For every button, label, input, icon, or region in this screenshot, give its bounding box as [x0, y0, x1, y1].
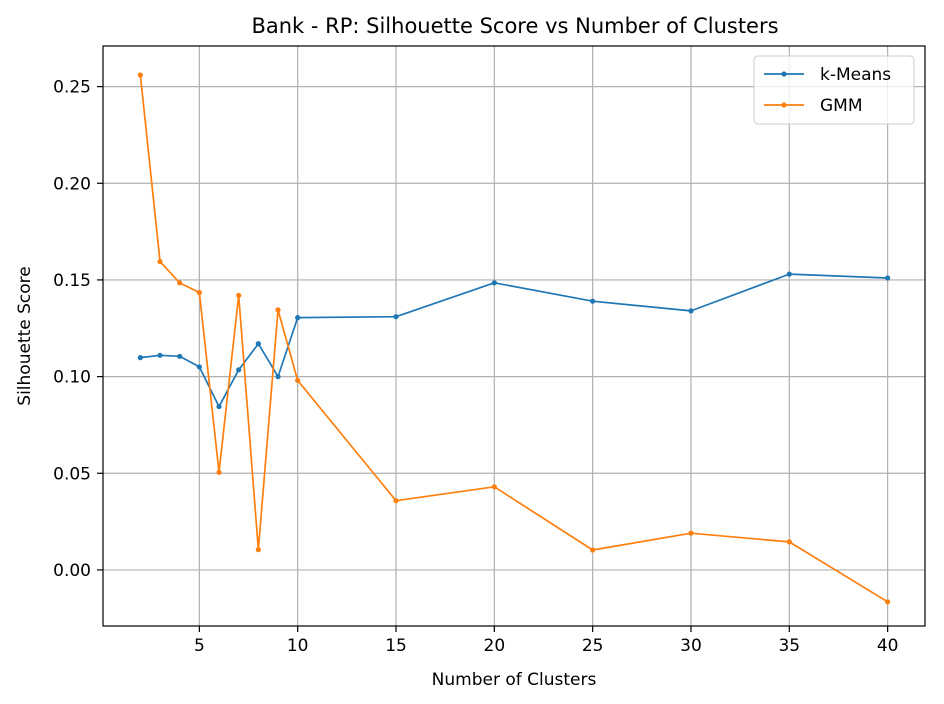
data-point [688, 530, 694, 536]
data-point [216, 469, 222, 475]
x-tick-label: 35 [778, 636, 800, 656]
data-point [885, 599, 891, 605]
data-point [688, 308, 694, 314]
data-point [491, 280, 497, 286]
legend: k-Means GMM [753, 55, 915, 125]
data-point [295, 315, 301, 321]
data-point [275, 374, 281, 380]
data-point [236, 367, 242, 373]
data-point [255, 547, 261, 553]
series-layer [137, 72, 891, 605]
data-point [786, 539, 792, 545]
x-ticks-layer: 5 10 15 20 25 30 35 40 [194, 626, 899, 656]
legend-label: k-Means [820, 65, 891, 85]
data-point [786, 271, 792, 277]
y-tick-label: 0.20 [53, 174, 91, 194]
x-axis-label: Number of Clusters [432, 670, 597, 690]
data-point [590, 547, 596, 553]
x-tick-label: 5 [194, 636, 205, 656]
data-point [590, 298, 596, 304]
legend-box [753, 55, 915, 125]
data-point [491, 484, 497, 490]
data-point [177, 280, 183, 286]
x-tick-label: 25 [582, 636, 604, 656]
series-line-gmm [139, 74, 889, 603]
data-point [137, 355, 143, 361]
x-tick-label: 10 [287, 636, 309, 656]
legend-marker [781, 71, 787, 77]
x-tick-label: 20 [484, 636, 506, 656]
legend-items: k-Means GMM [764, 65, 891, 116]
legend-marker [781, 102, 787, 108]
x-tick-label: 30 [680, 636, 702, 656]
data-point [885, 275, 891, 281]
y-axis-label: Silhouette Score [15, 266, 35, 405]
data-point [157, 352, 163, 358]
data-point [196, 364, 202, 370]
data-point [216, 403, 222, 410]
data-point [275, 307, 281, 313]
y-ticks-layer: 0.00 0.05 0.10 0.15 0.20 0.25 [53, 78, 103, 581]
legend-label: GMM [820, 96, 863, 116]
data-point [196, 289, 202, 296]
chart-title: Bank - RP: Silhouette Score vs Number of… [251, 14, 778, 38]
y-tick-label: 0.05 [53, 464, 91, 484]
data-point [137, 72, 143, 78]
y-tick-label: 0.10 [53, 368, 91, 388]
y-tick-label: 0.00 [53, 561, 91, 581]
data-point [255, 341, 261, 347]
x-tick-label: 15 [385, 636, 407, 656]
plot-frame [102, 45, 926, 627]
data-point [393, 314, 399, 320]
y-tick-label: 0.25 [53, 78, 91, 98]
data-point [393, 498, 399, 504]
data-point [157, 258, 163, 265]
series-line-k-means [140, 273, 888, 408]
y-tick-label: 0.15 [53, 271, 91, 291]
grid-layer [103, 46, 925, 626]
data-point [236, 292, 242, 298]
data-point [177, 353, 183, 359]
data-point [295, 377, 301, 384]
x-tick-label: 40 [877, 636, 899, 656]
